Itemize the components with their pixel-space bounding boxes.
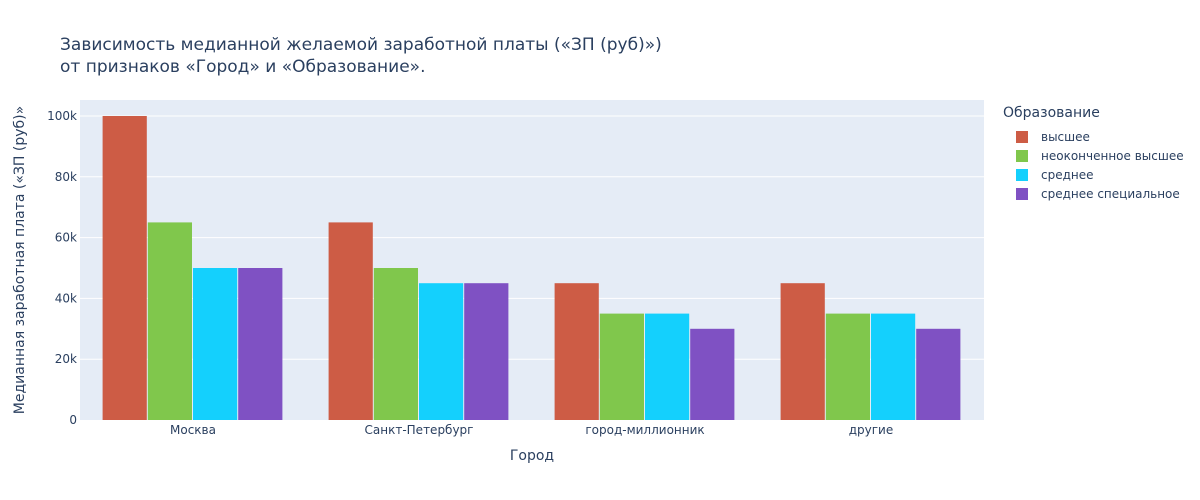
- bar: [780, 283, 825, 420]
- bar: [147, 222, 192, 420]
- bar: [916, 328, 961, 420]
- legend-item[interactable]: неоконченное высшее: [1003, 146, 1184, 165]
- x-tick-label: другие: [849, 423, 894, 437]
- legend-title: Образование: [1003, 105, 1100, 121]
- y-tick-label: 80k: [55, 170, 77, 184]
- chart-subtitle: от признаков «Город» и «Образование».: [60, 57, 426, 77]
- bar: [373, 267, 418, 420]
- y-tick-label: 100k: [47, 109, 77, 123]
- bar: [825, 313, 870, 420]
- x-tick-label: город-миллионник: [585, 423, 704, 437]
- bar: [645, 313, 690, 420]
- bar: [690, 328, 735, 420]
- bar: [328, 222, 373, 420]
- bar: [464, 283, 509, 420]
- x-tick-label: Москва: [170, 423, 216, 437]
- legend-item[interactable]: среднее: [1003, 165, 1184, 184]
- legend-swatch: [1016, 130, 1028, 143]
- y-tick-label: 0: [69, 413, 77, 427]
- legend-swatch: [1016, 187, 1028, 200]
- y-tick-label: 60k: [55, 231, 77, 245]
- legend-swatch: [1016, 168, 1028, 181]
- legend-label: неоконченное высшее: [1041, 148, 1184, 163]
- bar: [871, 313, 916, 420]
- legend-item[interactable]: высшее: [1003, 127, 1184, 146]
- y-tick-label: 40k: [55, 291, 77, 305]
- x-tick-label: Санкт-Петербург: [365, 423, 474, 437]
- y-tick-label: 20k: [55, 352, 77, 366]
- bar: [193, 267, 238, 420]
- legend: Образование высшее неоконченное высшее сре…: [1003, 105, 1184, 203]
- legend-label: среднее: [1041, 167, 1094, 182]
- bar: [554, 283, 599, 420]
- bar: [238, 267, 283, 420]
- x-axis-label: Город: [510, 448, 554, 464]
- bar: [102, 115, 147, 420]
- legend-swatch: [1016, 149, 1028, 162]
- legend-item[interactable]: среднее специальное: [1003, 184, 1184, 203]
- bar: [599, 313, 644, 420]
- bar: [419, 283, 464, 420]
- legend-label: высшее: [1041, 129, 1090, 144]
- chart-title: Зависимость медианной желаемой заработно…: [60, 35, 662, 55]
- y-axis-label: Медианная заработная плата («ЗП (руб)»: [12, 106, 28, 414]
- legend-label: среднее специальное: [1041, 186, 1180, 201]
